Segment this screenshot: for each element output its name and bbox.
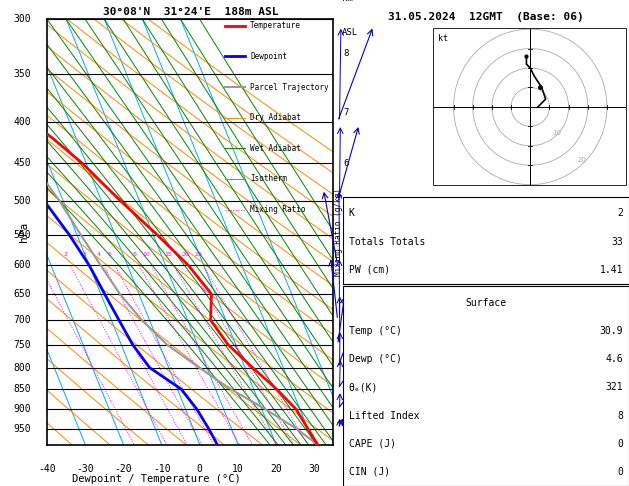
Text: 900: 900	[14, 404, 31, 415]
Text: Dewpoint: Dewpoint	[250, 52, 287, 61]
Bar	[343, 197, 629, 284]
Text: 10: 10	[552, 130, 561, 137]
Text: θₑ(K): θₑ(K)	[348, 382, 378, 392]
Text: CIN (J): CIN (J)	[348, 467, 389, 477]
Text: 300: 300	[14, 15, 31, 24]
Text: Isotherm: Isotherm	[250, 174, 287, 183]
Text: K: K	[348, 208, 354, 218]
Text: Dewpoint / Temperature (°C): Dewpoint / Temperature (°C)	[72, 474, 240, 485]
Text: 3: 3	[82, 252, 87, 257]
Text: Dry Adiabat: Dry Adiabat	[250, 113, 301, 122]
Title: 30°08'N  31°24'E  188m ASL: 30°08'N 31°24'E 188m ASL	[103, 7, 278, 17]
Text: 500: 500	[14, 196, 31, 206]
Text: 10: 10	[142, 252, 150, 257]
Text: 2: 2	[343, 363, 348, 372]
Text: Temperature: Temperature	[250, 21, 301, 30]
Text: 25: 25	[194, 252, 202, 257]
Text: 4: 4	[343, 266, 348, 275]
Text: 550: 550	[14, 229, 31, 240]
Text: 700: 700	[14, 315, 31, 325]
Text: -10: -10	[153, 464, 170, 474]
Text: 33: 33	[611, 237, 623, 246]
Text: 10: 10	[232, 464, 244, 474]
Text: 321: 321	[606, 382, 623, 392]
Text: 400: 400	[14, 117, 31, 126]
Text: 650: 650	[14, 289, 31, 299]
Bar	[435, 29, 626, 185]
Text: 800: 800	[14, 363, 31, 373]
Text: © weatheronline.co.uk: © weatheronline.co.uk	[430, 473, 542, 482]
Text: 8: 8	[618, 411, 623, 420]
Text: 30.9: 30.9	[600, 326, 623, 336]
Text: -30: -30	[77, 464, 94, 474]
Text: Surface: Surface	[465, 298, 506, 308]
Text: 850: 850	[14, 384, 31, 394]
Text: kt: kt	[438, 34, 448, 43]
Text: Mixing Ratio: Mixing Ratio	[250, 205, 306, 214]
Text: 3: 3	[343, 316, 348, 325]
Text: Wet Adiabat: Wet Adiabat	[250, 144, 301, 153]
Text: 5: 5	[108, 252, 112, 257]
Text: 7: 7	[343, 108, 348, 117]
Text: 2: 2	[64, 252, 67, 257]
Text: Parcel Trajectory: Parcel Trajectory	[250, 83, 329, 91]
Text: Dewp (°C): Dewp (°C)	[348, 354, 401, 364]
Text: Totals Totals: Totals Totals	[348, 237, 425, 246]
Text: 950: 950	[14, 424, 31, 434]
Text: 8: 8	[343, 49, 348, 58]
Text: 5: 5	[343, 210, 348, 219]
Text: PW (cm): PW (cm)	[348, 265, 389, 275]
Text: 0: 0	[618, 467, 623, 477]
Text: km: km	[342, 0, 353, 3]
Text: -20: -20	[114, 464, 132, 474]
Text: 4.6: 4.6	[606, 354, 623, 364]
Text: ASL: ASL	[342, 28, 358, 37]
Text: 750: 750	[14, 340, 31, 350]
Text: 15: 15	[165, 252, 172, 257]
Text: 1: 1	[343, 408, 348, 417]
Text: hPa: hPa	[19, 222, 30, 242]
Bar	[343, 286, 629, 486]
Text: 20: 20	[270, 464, 282, 474]
Text: CAPE (J): CAPE (J)	[348, 439, 396, 449]
Text: 30: 30	[308, 464, 320, 474]
Text: Lifted Index: Lifted Index	[348, 411, 419, 420]
Text: 31.05.2024  12GMT  (Base: 06): 31.05.2024 12GMT (Base: 06)	[388, 12, 584, 22]
Text: 20: 20	[578, 157, 587, 163]
Text: 4: 4	[97, 252, 101, 257]
Text: 0: 0	[618, 439, 623, 449]
Text: 6: 6	[343, 159, 348, 168]
Text: 20: 20	[181, 252, 189, 257]
Text: 0: 0	[197, 464, 203, 474]
Text: 350: 350	[14, 69, 31, 79]
Text: 600: 600	[14, 260, 31, 271]
Text: Mixing Ratio (g/kg): Mixing Ratio (g/kg)	[334, 188, 343, 276]
Text: -40: -40	[38, 464, 56, 474]
Text: 1.41: 1.41	[600, 265, 623, 275]
Text: 2: 2	[618, 208, 623, 218]
Text: 450: 450	[14, 158, 31, 168]
Text: 8: 8	[132, 252, 136, 257]
Text: Temp (°C): Temp (°C)	[348, 326, 401, 336]
